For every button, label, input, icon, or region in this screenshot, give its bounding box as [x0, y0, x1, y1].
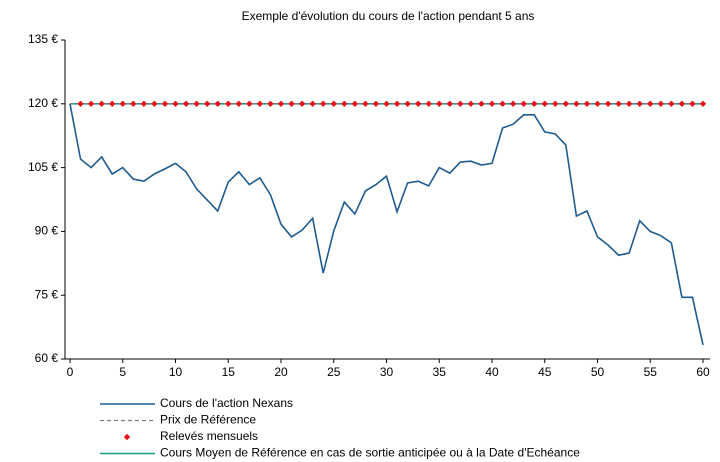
marker — [457, 100, 464, 107]
marker — [193, 100, 200, 107]
marker — [562, 100, 570, 107]
marker — [298, 100, 306, 107]
marker — [583, 100, 591, 107]
marker — [256, 100, 264, 107]
y-tick-label: 60 € — [35, 351, 59, 365]
marker — [478, 100, 485, 107]
marker — [214, 100, 221, 107]
marker — [625, 100, 633, 107]
y-tick-label: 135 € — [28, 32, 58, 46]
marker — [140, 100, 148, 107]
marker — [699, 100, 707, 107]
x-tick-label: 60 — [696, 365, 710, 379]
x-tick-label: 20 — [274, 365, 288, 379]
marker — [414, 100, 422, 107]
y-tick-label: 105 € — [28, 160, 58, 174]
marker — [351, 100, 359, 107]
marker — [151, 100, 158, 107]
marker — [488, 100, 496, 107]
marker — [172, 100, 179, 107]
marker — [267, 100, 274, 107]
y-tick-label: 90 € — [35, 224, 59, 238]
x-tick-label: 50 — [591, 365, 605, 379]
marker — [436, 100, 443, 107]
marker — [520, 100, 527, 107]
x-tick-label: 25 — [327, 365, 341, 379]
series-line — [69, 103, 704, 346]
marker — [425, 100, 432, 107]
y-tick-label: 75 € — [35, 287, 59, 301]
marker — [689, 100, 696, 107]
marker — [235, 100, 242, 107]
x-tick-label: 45 — [538, 365, 552, 379]
marker — [109, 100, 116, 107]
marker — [130, 100, 137, 107]
marker — [246, 100, 253, 107]
marker — [393, 100, 401, 107]
x-tick-label: 0 — [67, 365, 74, 379]
marker — [309, 100, 316, 107]
marker — [668, 100, 675, 107]
marker — [77, 100, 84, 107]
marker — [341, 100, 348, 107]
legend-label: Cours Moyen de Référence en cas de sorti… — [160, 446, 580, 460]
x-tick-label: 5 — [119, 365, 126, 379]
marker — [98, 100, 105, 107]
marker — [604, 100, 612, 107]
marker — [541, 100, 548, 107]
marker — [225, 100, 232, 107]
marker — [467, 100, 475, 107]
marker — [573, 100, 580, 107]
marker — [678, 100, 686, 107]
legend-marker — [123, 433, 131, 441]
marker — [288, 100, 295, 107]
marker — [647, 100, 654, 107]
marker — [119, 100, 126, 107]
marker — [552, 100, 559, 107]
marker — [594, 100, 601, 107]
legend-label: Relevés mensuels — [160, 429, 258, 443]
marker — [362, 100, 369, 107]
x-tick-label: 15 — [222, 365, 236, 379]
marker — [383, 100, 390, 107]
x-tick-label: 35 — [433, 365, 447, 379]
marker — [203, 100, 211, 107]
legend-label: Cours de l'action Nexans — [160, 396, 293, 410]
marker — [615, 100, 622, 107]
marker — [404, 100, 411, 107]
marker — [636, 100, 643, 107]
marker — [446, 100, 453, 107]
chart-title: Exemple d'évolution du cours de l'action… — [242, 9, 535, 23]
marker — [182, 100, 190, 107]
marker — [330, 100, 337, 107]
marker — [657, 100, 664, 107]
marker — [372, 100, 380, 107]
y-tick-label: 120 € — [28, 96, 58, 110]
marker — [277, 100, 285, 107]
legend-label: Prix de Référence — [160, 413, 256, 427]
marker — [509, 100, 517, 107]
marker — [499, 100, 506, 107]
x-tick-label: 55 — [644, 365, 658, 379]
x-tick-label: 40 — [485, 365, 499, 379]
marker — [531, 100, 538, 107]
marker — [87, 100, 95, 107]
x-tick-label: 10 — [169, 365, 183, 379]
marker — [161, 100, 169, 107]
marker — [320, 100, 327, 107]
x-tick-label: 30 — [380, 365, 394, 379]
